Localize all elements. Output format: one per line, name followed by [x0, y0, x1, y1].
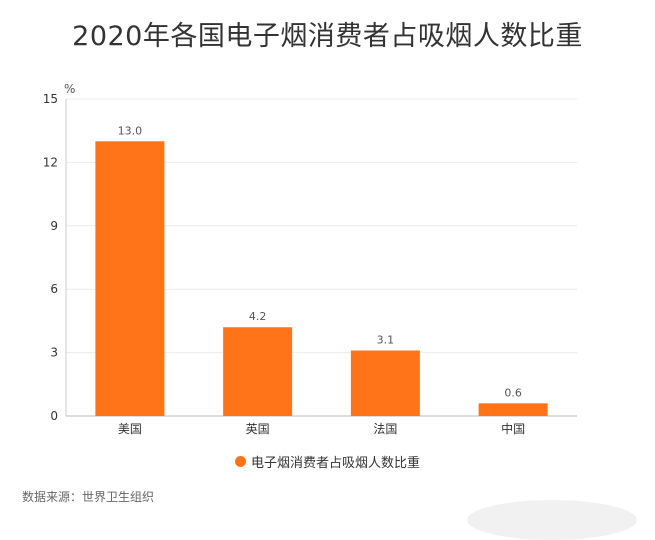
bar-0 — [95, 141, 165, 416]
data-label-3: 0.6 — [504, 386, 522, 399]
data-label-0: 13.0 — [118, 124, 143, 137]
y-tick-label-2: 6 — [50, 282, 58, 296]
legend: 电子烟消费者占吸烟人数比重 — [0, 452, 655, 471]
y-tick-label-5: 15 — [43, 92, 58, 106]
decorative-shape — [467, 500, 637, 540]
bar-3 — [478, 403, 548, 416]
y-unit-label: % — [64, 82, 75, 96]
source-note: 数据来源：世界卫生组织 — [22, 490, 155, 504]
x-category-label-1: 英国 — [246, 422, 270, 436]
y-tick-label-0: 0 — [50, 409, 58, 423]
bar-chart: 0 3 6 9 12 15% 13.0 美国 4.2 英国 3.1 法国 0.6 中国 — [43, 82, 577, 436]
bar-2 — [350, 350, 420, 416]
data-label-1: 4.2 — [249, 310, 267, 323]
labels: 0 3 6 9 12 15% 13.0 美国 4.2 英国 3.1 法国 0.6 中国 — [43, 82, 525, 436]
legend-swatch — [234, 456, 246, 467]
bars — [95, 141, 548, 416]
x-category-label-0: 美国 — [118, 422, 142, 436]
y-tick-label-4: 12 — [43, 155, 58, 169]
y-tick-label-3: 9 — [50, 219, 58, 233]
chart-title: 2020年各国电子烟消费者占吸烟人数比重 — [72, 21, 583, 52]
x-category-label-2: 法国 — [373, 422, 397, 436]
x-category-label-3: 中国 — [501, 421, 525, 436]
bar-1 — [223, 327, 293, 416]
data-label-2: 3.1 — [377, 333, 395, 346]
y-tick-label-1: 3 — [50, 346, 58, 360]
legend-label: 电子烟消费者占吸烟人数比重 — [250, 456, 420, 471]
